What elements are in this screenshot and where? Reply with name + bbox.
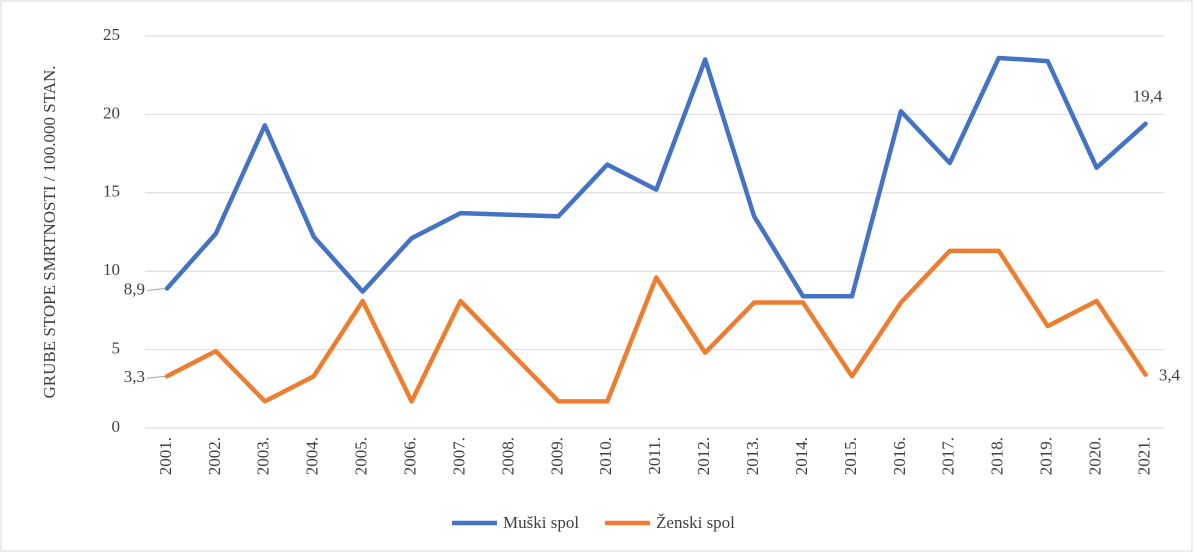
data-label: 8,9: [124, 279, 145, 298]
x-tick-label: 2005.: [352, 437, 371, 475]
x-tick-label: 2002.: [205, 437, 224, 475]
x-tick-label: 2001.: [156, 437, 175, 475]
x-tick-label: 2009.: [547, 437, 566, 475]
line-series: [164, 55, 1148, 299]
x-tick-label: 2017.: [939, 437, 958, 475]
x-tick-label: 2019.: [1037, 437, 1056, 475]
y-tick-label: 15: [103, 182, 120, 201]
data-label: 3,4: [1159, 366, 1181, 385]
y-tick-label: 0: [112, 417, 121, 436]
legend-label: Muški spol: [503, 513, 579, 532]
x-tick-label: 2016.: [890, 437, 909, 475]
y-tick-label: 25: [103, 25, 120, 44]
x-tick-label: 2010.: [596, 437, 615, 475]
y-tick-label: 20: [103, 103, 120, 122]
x-tick-label: 2015.: [841, 437, 860, 475]
x-tick-label: 2007.: [449, 437, 468, 475]
x-tick-label: 2014.: [792, 437, 811, 475]
x-tick-label: 2011.: [645, 437, 664, 475]
legend-label: Ženski spol: [656, 513, 735, 532]
label-leader: [146, 375, 166, 379]
x-tick-label: 2020.: [1086, 437, 1105, 475]
x-tick-label: 2018.: [988, 437, 1007, 475]
y-tick-label: 10: [103, 260, 120, 279]
line-series: [164, 248, 1148, 404]
x-tick-label: 2004.: [303, 437, 322, 475]
x-tick-label: 2006.: [401, 437, 420, 475]
x-tick-label: 2003.: [254, 437, 273, 475]
x-tick-label: 2008.: [498, 437, 517, 475]
x-tick-label: 2012.: [694, 437, 713, 475]
x-tick-label: 2013.: [743, 437, 762, 475]
label-leader: [146, 287, 166, 291]
y-axis-label: GRUBE STOPE SMRTNOSTI / 100.000 STAN.: [40, 65, 59, 399]
x-tick-label: 2021.: [1134, 437, 1153, 475]
data-label: 3,3: [124, 367, 145, 386]
data-label: 19,4: [1133, 87, 1163, 106]
y-tick-label: 5: [112, 339, 121, 358]
